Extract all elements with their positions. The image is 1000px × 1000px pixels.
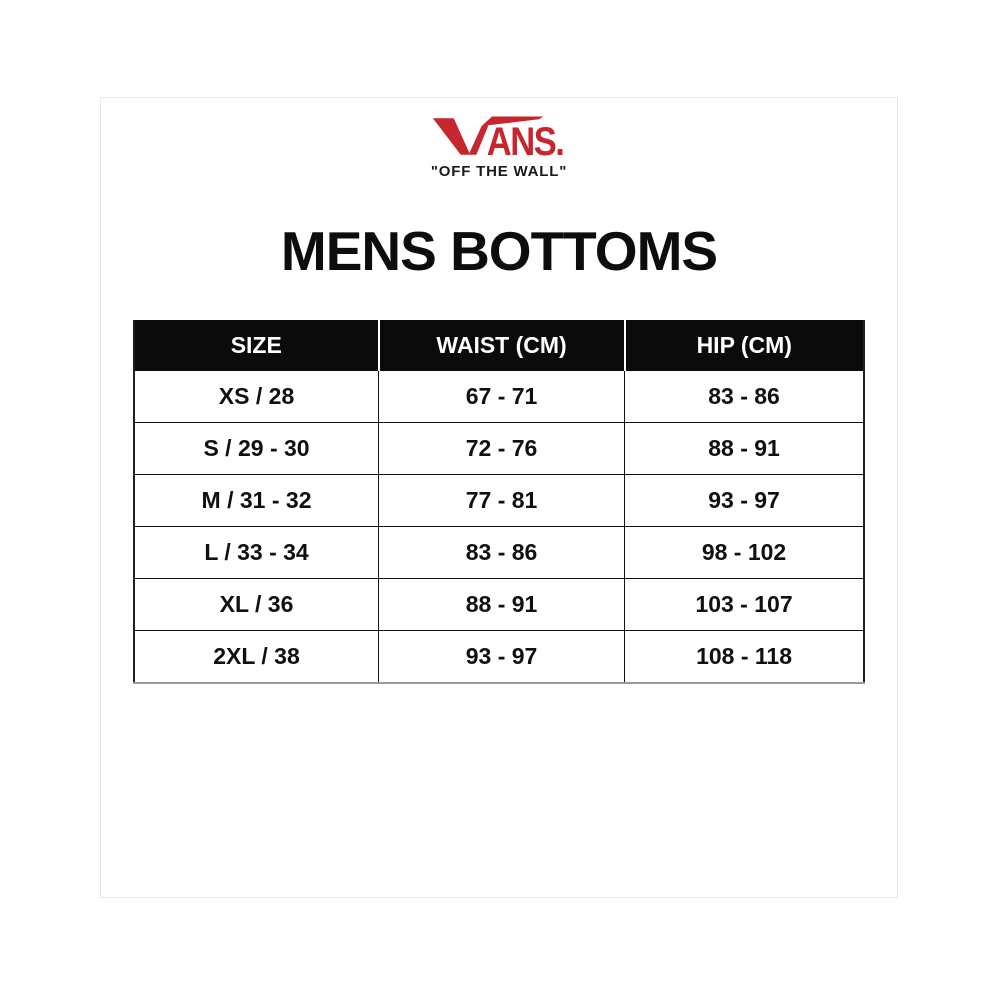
cell-waist: 88 - 91 (378, 578, 626, 631)
cell-hip: 103 - 107 (624, 578, 865, 631)
cell-waist: 72 - 76 (378, 422, 626, 475)
cell-size: XS / 28 (133, 371, 380, 423)
cell-waist: 83 - 86 (378, 526, 626, 579)
cell-size: XL / 36 (133, 578, 380, 631)
table-row: XS / 28 67 - 71 83 - 86 (133, 371, 865, 423)
cell-size: S / 29 - 30 (133, 422, 380, 475)
cell-hip: 83 - 86 (624, 371, 865, 423)
table-row: 2XL / 38 93 - 97 108 - 118 (133, 630, 865, 684)
cell-hip: 98 - 102 (624, 526, 865, 579)
cell-waist: 67 - 71 (378, 371, 626, 423)
table-row: S / 29 - 30 72 - 76 88 - 91 (133, 422, 865, 475)
table-row: M / 31 - 32 77 - 81 93 - 97 (133, 474, 865, 527)
brand-tagline: "OFF THE WALL" (430, 163, 568, 180)
page-title: MENS BOTTOMS (280, 220, 718, 282)
cell-size: L / 33 - 34 (133, 526, 380, 579)
cell-waist: 77 - 81 (378, 474, 626, 527)
cell-hip: 88 - 91 (624, 422, 865, 475)
cell-size: 2XL / 38 (133, 630, 380, 684)
table-row: XL / 36 88 - 91 103 - 107 (133, 578, 865, 631)
vans-flying-v-shape (432, 116, 544, 155)
table-row: L / 33 - 34 83 - 86 98 - 102 (133, 526, 865, 579)
vans-logo-text: ANS. (487, 120, 564, 160)
cell-hip: 93 - 97 (624, 474, 865, 527)
size-chart-card: ANS. "OFF THE WALL" MENS BOTTOMS SIZE WA… (100, 97, 898, 898)
vans-flying-v-bar (481, 116, 544, 127)
header-waist: WAIST (CM) (377, 320, 625, 371)
vans-logo-icon: ANS. (432, 116, 565, 160)
size-chart-table: SIZE WAIST (CM) HIP (CM) XS / 28 67 - 71… (133, 320, 865, 684)
cell-waist: 93 - 97 (378, 630, 626, 684)
header-hip: HIP (CM) (623, 320, 864, 371)
cell-hip: 108 - 118 (624, 630, 865, 684)
header-size: SIZE (134, 320, 379, 371)
brand-logo: ANS. (101, 113, 897, 160)
table-header-row: SIZE WAIST (CM) HIP (CM) (134, 320, 864, 371)
cell-size: M / 31 - 32 (133, 474, 380, 527)
